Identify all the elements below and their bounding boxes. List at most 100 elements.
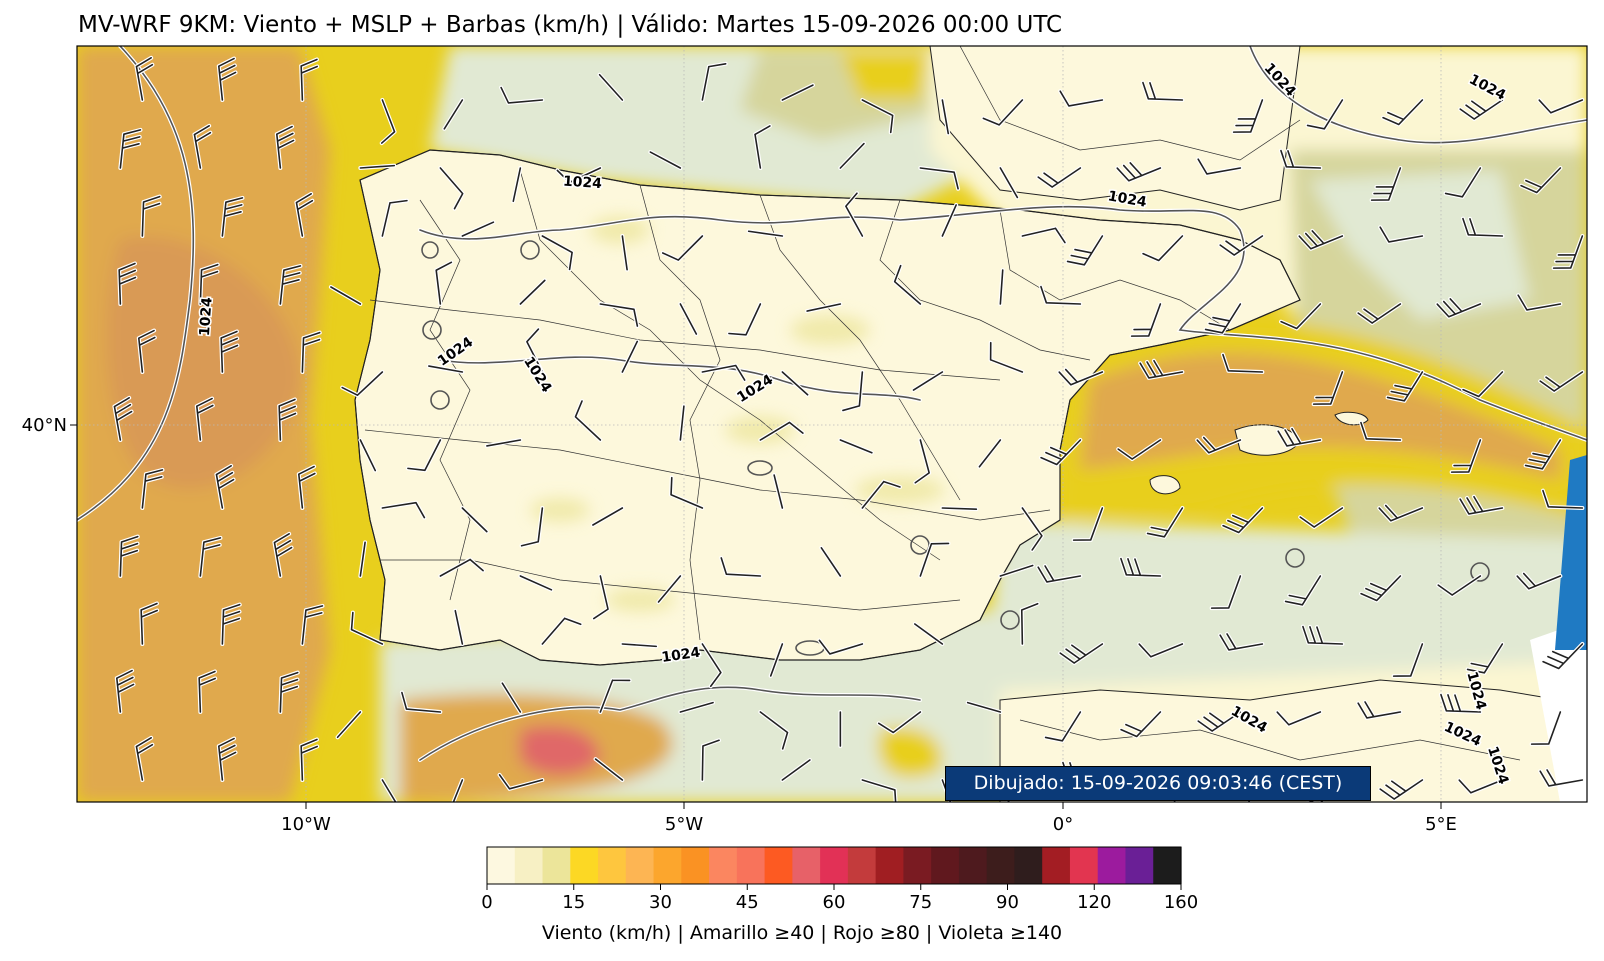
colorbar-swatch [1042, 847, 1071, 884]
wind-barb [1020, 226, 1067, 245]
colorbar-swatch [875, 847, 904, 884]
wind-barb [1039, 438, 1083, 467]
wind-barb [700, 642, 723, 689]
wind-barb [1460, 216, 1505, 238]
map-panel: 1024 1024 1024 1024 1024 1024 1024 1024 … [77, 46, 1587, 802]
x-tick-label: 5°E [1425, 814, 1457, 835]
wind-barb [294, 191, 315, 238]
wind-barb [1461, 370, 1505, 399]
wind-barb [1065, 234, 1105, 267]
wind-barb [1551, 234, 1585, 271]
wind-barb [940, 98, 951, 136]
wind-barb [277, 397, 298, 442]
wind-barb [139, 601, 160, 646]
wind-barb [198, 535, 223, 578]
colorbar-tick-label: 30 [649, 892, 672, 913]
map-frame [76, 45, 1588, 803]
wind-barb [1129, 302, 1163, 339]
wind-barb [1458, 98, 1505, 122]
wind-barb [1381, 98, 1425, 127]
colorbar-swatch [986, 847, 1016, 884]
wind-barb [117, 261, 138, 306]
wind-barb [700, 738, 722, 782]
colorbar-swatch [709, 847, 738, 884]
wind-barb [274, 124, 296, 170]
wind-barb [197, 669, 218, 714]
wind-barb [540, 616, 583, 646]
wind-barb [114, 668, 136, 714]
wind-barb [1019, 601, 1040, 646]
wind-barb [380, 500, 427, 520]
colorbar-swatch [542, 847, 571, 884]
colorbar-swatch [487, 847, 516, 884]
x-tick-label: 10°W [281, 814, 331, 835]
wind-barb [219, 329, 240, 374]
wind-barb [1141, 234, 1185, 263]
wind-barb [977, 438, 1003, 469]
wind-barb [746, 229, 785, 238]
wind-barb [860, 98, 895, 135]
wind-barb [358, 540, 368, 578]
wind-barb [768, 642, 785, 678]
wind-barb [1305, 98, 1345, 131]
wind-barb [438, 166, 465, 211]
wind-barb [1391, 642, 1425, 679]
wind-barb [511, 166, 523, 204]
colorbar-tick-label: 0 [481, 892, 492, 913]
wind-barb [1358, 420, 1403, 442]
wind-barb [700, 363, 747, 383]
wind-barb [220, 195, 245, 238]
wind-barb [1438, 692, 1483, 714]
wind-barb [1036, 166, 1083, 190]
wind-barb [1278, 148, 1323, 170]
colorbar-tick-label: 90 [996, 892, 1019, 913]
wind-barbs [112, 55, 1585, 802]
colorbar-tick-label: 60 [823, 892, 846, 913]
colorbar-swatch [792, 847, 821, 884]
wind-barb [524, 327, 545, 374]
wind-barb [555, 166, 603, 185]
wind-barb [669, 475, 705, 510]
wind-barb [981, 98, 1025, 127]
wind-barb [1020, 506, 1044, 552]
wind-barb [912, 622, 945, 646]
wind-barb [134, 735, 155, 782]
wind-barb [678, 302, 699, 337]
wind-barb [460, 506, 489, 534]
wind-barb [719, 555, 763, 578]
france-land [929, 46, 1301, 211]
wind-barb [1377, 503, 1425, 523]
wind-barb [1145, 506, 1185, 539]
wind-barb [220, 602, 242, 646]
wind-barb [1118, 556, 1163, 578]
colorbar-swatch [1069, 847, 1099, 884]
drawn-timestamp: Dibujado: 15-09-2026 09:03:46 (CEST) [945, 766, 1371, 801]
wind-barb [700, 61, 728, 102]
wind-barb [660, 234, 705, 263]
ibiza [1149, 475, 1181, 495]
wind-barb [1116, 438, 1163, 462]
wind-barb [805, 302, 843, 314]
wind-barb [1538, 767, 1585, 788]
coastline [354, 149, 1301, 666]
wind-barb [300, 330, 322, 374]
wind-barb [860, 479, 902, 510]
wind-barb [1369, 166, 1403, 203]
wind-barb [1298, 506, 1345, 530]
wind-barb [1283, 574, 1323, 607]
wind-barb [1538, 370, 1585, 394]
wind-barb [1356, 699, 1403, 720]
wind-barb [1457, 778, 1505, 795]
wind-barb [1195, 435, 1243, 455]
x-tick-label: 5°W [665, 814, 703, 835]
sea-edge-blue [1555, 455, 1587, 650]
wind-barb [1443, 166, 1483, 199]
wind-barb [278, 670, 300, 714]
wind-barb [780, 83, 815, 102]
colorbar-swatch [1097, 847, 1127, 884]
wind-barb [892, 263, 923, 306]
wind-barb [1137, 642, 1185, 659]
wind-barb [1221, 506, 1265, 535]
colorbar-swatch [736, 847, 766, 884]
wind-barb [1275, 710, 1323, 727]
